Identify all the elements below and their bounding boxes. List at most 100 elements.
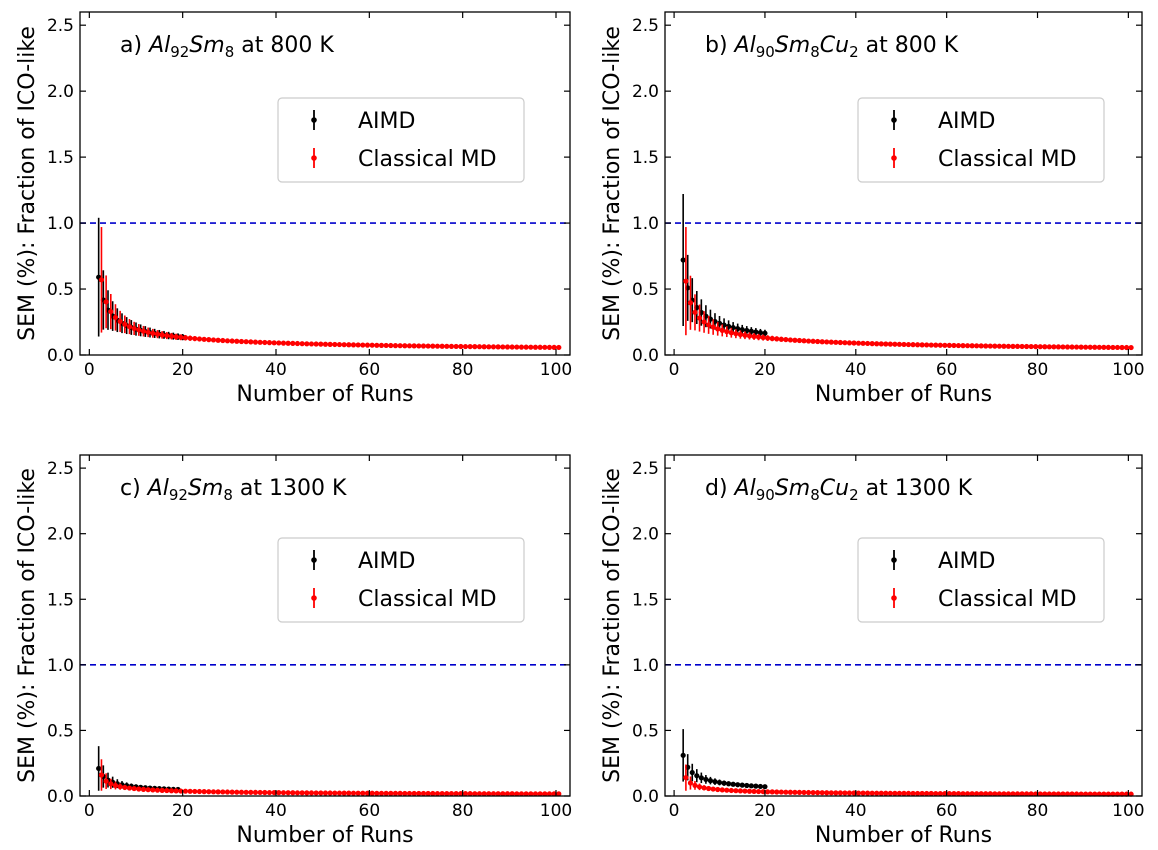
y-tick-label: 1.0 — [47, 656, 74, 676]
data-point — [122, 321, 128, 327]
data-point — [546, 344, 553, 350]
title-text: Sm — [189, 33, 224, 58]
data-point — [472, 344, 478, 350]
data-point — [476, 344, 483, 350]
data-point — [796, 789, 803, 795]
data-point — [746, 333, 753, 339]
data-point — [892, 790, 898, 796]
data-point — [951, 791, 957, 797]
data-point — [327, 790, 333, 796]
data-point — [257, 339, 263, 345]
data-point — [224, 789, 231, 795]
data-point — [914, 790, 921, 797]
data-point — [937, 790, 943, 797]
y-axis-label: SEM (%): Fraction of ICO-like — [600, 468, 625, 783]
data-point — [500, 791, 506, 797]
data-point — [341, 790, 347, 796]
data-point — [746, 788, 753, 794]
data-point — [350, 790, 357, 796]
data-point — [206, 789, 212, 795]
data-point — [792, 337, 798, 343]
title-subscript: 2 — [849, 43, 859, 61]
data-point — [378, 790, 385, 796]
data-point — [933, 790, 939, 797]
data-point — [860, 340, 866, 346]
data-point — [420, 790, 427, 797]
y-tick-label: 2.0 — [632, 82, 659, 102]
title-text: Sm — [775, 33, 810, 58]
data-point — [523, 791, 529, 797]
data-point — [276, 790, 282, 796]
data-point — [815, 790, 821, 796]
data-point — [730, 781, 736, 787]
y-tick-label: 1.0 — [47, 214, 74, 234]
x-tick-label: 40 — [845, 360, 867, 380]
x-tick-label: 80 — [452, 360, 474, 380]
data-point — [710, 786, 716, 792]
data-point — [901, 341, 907, 348]
legend-marker-point — [311, 595, 317, 601]
data-point — [332, 341, 338, 348]
data-point — [1037, 791, 1043, 797]
data-point — [1024, 791, 1030, 797]
data-point — [919, 790, 925, 797]
y-tick-label: 0.5 — [632, 721, 659, 741]
y-tick-label: 2.5 — [47, 16, 74, 36]
data-point — [318, 341, 324, 347]
data-point — [739, 782, 745, 788]
legend-marker-point — [311, 557, 317, 563]
data-point — [341, 342, 347, 348]
data-point — [444, 343, 450, 349]
data-point — [168, 788, 175, 794]
data-point — [159, 332, 165, 338]
data-point — [224, 338, 231, 344]
data-point — [983, 343, 989, 349]
data-point — [383, 342, 389, 349]
data-point — [495, 344, 501, 350]
data-point — [933, 342, 939, 348]
data-point — [1024, 343, 1030, 350]
data-point — [173, 334, 179, 340]
data-point — [1028, 343, 1034, 350]
data-point — [987, 343, 993, 349]
data-point — [846, 340, 853, 346]
title-text: at 1300 K — [233, 476, 347, 501]
data-point — [117, 784, 123, 790]
data-point — [453, 343, 459, 350]
data-point — [914, 342, 921, 348]
data-point — [388, 790, 394, 796]
data-point — [500, 344, 506, 350]
data-point — [229, 338, 235, 344]
title-text: Al — [733, 476, 756, 501]
data-point — [698, 775, 704, 781]
data-point — [266, 340, 273, 346]
data-point — [1042, 344, 1048, 350]
data-point — [710, 324, 716, 330]
data-point — [145, 787, 151, 793]
data-point — [514, 791, 520, 797]
legend-entry: Classical MD — [938, 587, 1077, 612]
plot-frame — [79, 11, 571, 356]
data-point — [751, 788, 757, 795]
data-point — [234, 789, 240, 795]
data-point — [726, 781, 732, 787]
data-point — [425, 790, 431, 797]
x-tick-label: 20 — [754, 360, 776, 380]
y-tick-label: 1.0 — [632, 214, 659, 234]
data-point — [201, 336, 207, 342]
data-point — [703, 776, 709, 783]
data-point — [280, 790, 287, 796]
plot-frame — [79, 454, 571, 797]
data-point — [753, 783, 759, 789]
y-tick-label: 0.0 — [47, 346, 74, 366]
data-point — [187, 788, 193, 794]
data-point — [518, 791, 525, 797]
data-point — [996, 791, 1002, 797]
x-axis-label: Number of Runs — [815, 382, 992, 407]
data-point — [683, 775, 689, 781]
data-point — [294, 340, 301, 347]
data-point — [910, 790, 916, 797]
data-point — [140, 786, 147, 792]
data-point — [735, 782, 741, 788]
data-point — [294, 790, 301, 796]
